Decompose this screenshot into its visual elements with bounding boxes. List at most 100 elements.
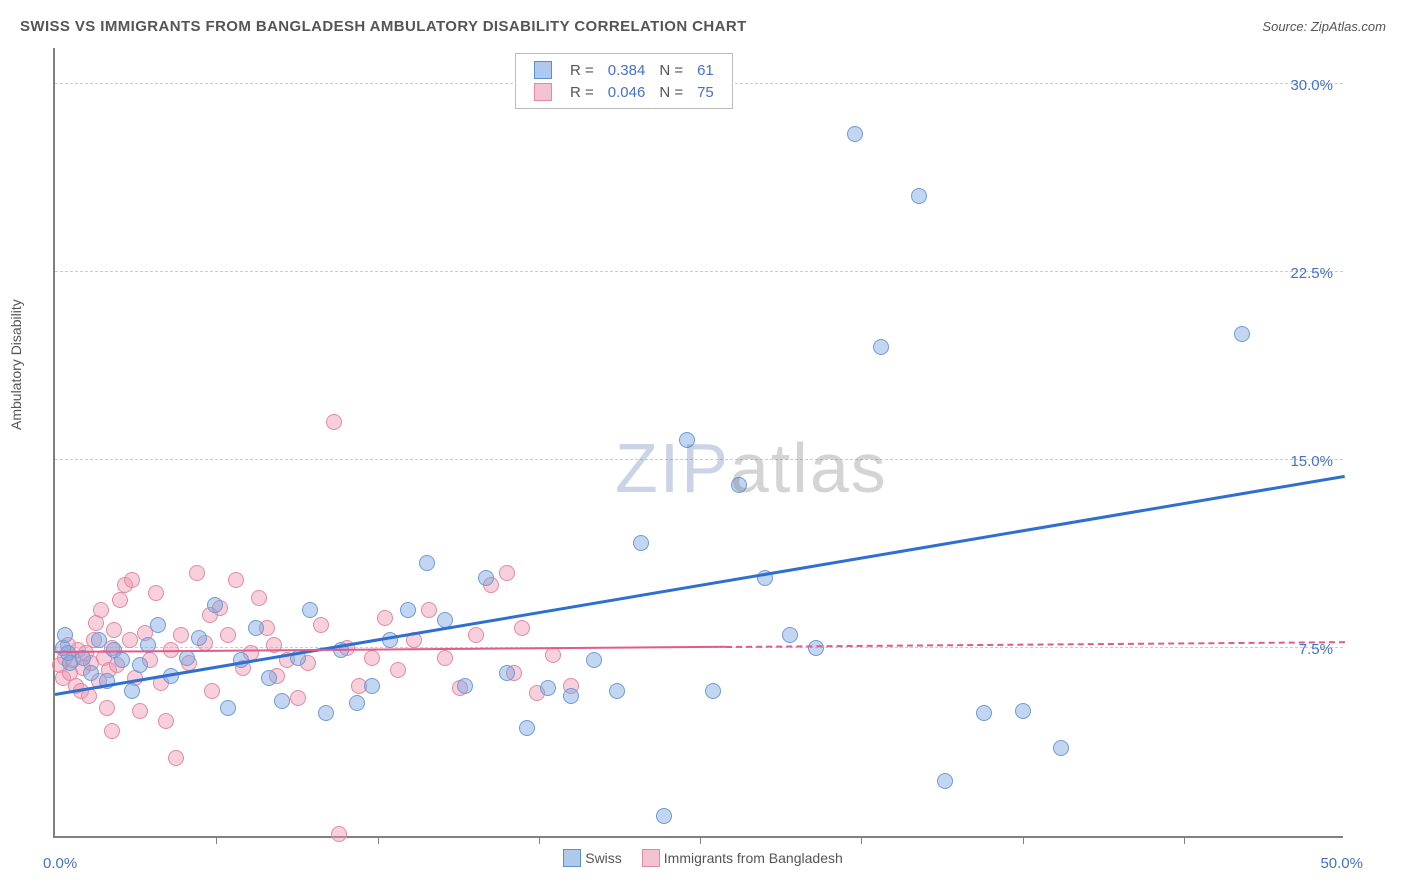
data-point [478,570,494,586]
legend-label: Swiss [585,850,622,866]
x-tick [1023,836,1024,844]
data-point [93,602,109,618]
x-tick [700,836,701,844]
data-point [248,620,264,636]
data-point [808,640,824,656]
data-point [124,572,140,588]
data-point [104,723,120,739]
legend-swatch [563,849,581,867]
data-point [349,695,365,711]
legend-swatch [642,849,660,867]
legend-label: Immigrants from Bangladesh [664,850,843,866]
data-point [782,627,798,643]
y-axis-title: Ambulatory Disability [8,299,24,430]
data-point [499,565,515,581]
data-point [189,565,205,581]
data-point [251,590,267,606]
gridline [55,459,1343,460]
data-point [261,670,277,686]
data-point [390,662,406,678]
x-tick [539,836,540,844]
data-point [191,630,207,646]
data-point [976,705,992,721]
x-tick [1184,836,1185,844]
data-point [290,690,306,706]
legend-row: R =0.384N =61 [528,60,720,80]
data-point [274,693,290,709]
x-tick [861,836,862,844]
data-point [633,535,649,551]
x-tick [216,836,217,844]
y-tick-label: 15.0% [1290,453,1333,470]
source-credit: Source: ZipAtlas.com [1262,18,1386,36]
legend-item: Swiss [563,849,622,867]
data-point [563,688,579,704]
data-point [847,126,863,142]
data-point [540,680,556,696]
data-point [173,627,189,643]
data-point [911,188,927,204]
data-point [112,592,128,608]
data-point [158,713,174,729]
data-point [421,602,437,618]
data-point [731,477,747,493]
data-point [220,627,236,643]
series-legend: Swiss Immigrants from Bangladesh [0,849,1406,870]
data-point [519,720,535,736]
data-point [228,572,244,588]
gridline [55,271,1343,272]
data-point [132,657,148,673]
data-point [457,678,473,694]
data-point [150,617,166,633]
data-point [679,432,695,448]
trend-line [55,474,1345,695]
data-point [83,665,99,681]
watermark: ZIPatlas [615,428,888,508]
data-point [1053,740,1069,756]
scatter-plot: ZIPatlas R =0.384N =61R =0.046N =75 7.5%… [53,48,1343,838]
data-point [326,414,342,430]
data-point [57,627,73,643]
chart-header: SWISS VS IMMIGRANTS FROM BANGLADESH AMBU… [20,18,1386,36]
data-point [106,622,122,638]
data-point [873,339,889,355]
data-point [400,602,416,618]
data-point [545,647,561,663]
data-point [656,808,672,824]
data-point [313,617,329,633]
data-point [302,602,318,618]
y-tick-label: 22.5% [1290,265,1333,282]
data-point [122,632,138,648]
data-point [331,826,347,842]
data-point [499,665,515,681]
legend-item: Immigrants from Bangladesh [642,849,843,867]
data-point [207,597,223,613]
data-point [514,620,530,636]
data-point [1234,326,1250,342]
data-point [204,683,220,699]
data-point [168,750,184,766]
data-point [468,627,484,643]
data-point [124,683,140,699]
x-tick [378,836,379,844]
data-point [937,773,953,789]
data-point [220,700,236,716]
data-point [705,683,721,699]
data-point [419,555,435,571]
data-point [364,678,380,694]
correlation-legend: R =0.384N =61R =0.046N =75 [515,53,733,109]
data-point [99,700,115,716]
data-point [609,683,625,699]
data-point [1015,703,1031,719]
data-point [318,705,334,721]
data-point [179,650,195,666]
legend-row: R =0.046N =75 [528,82,720,102]
data-point [148,585,164,601]
data-point [132,703,148,719]
data-point [114,652,130,668]
chart-title: SWISS VS IMMIGRANTS FROM BANGLADESH AMBU… [20,18,747,35]
data-point [437,650,453,666]
data-point [377,610,393,626]
data-point [364,650,380,666]
data-point [586,652,602,668]
